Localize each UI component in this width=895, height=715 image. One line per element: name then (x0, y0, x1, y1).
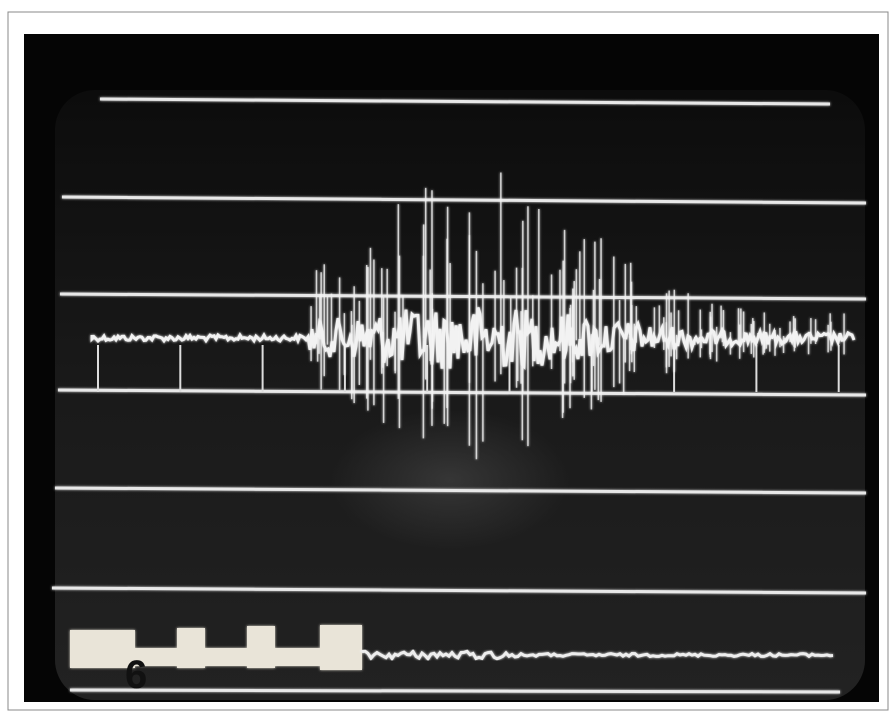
pulse-block (205, 648, 247, 666)
waveform-line (90, 307, 856, 371)
graticule-line (51, 586, 867, 595)
graticule-line (69, 688, 841, 694)
graticule-line (57, 388, 867, 397)
screen-glare (330, 410, 570, 550)
graticule (51, 97, 867, 694)
graticule-line (99, 97, 831, 106)
pulse-block (320, 625, 362, 670)
pulse-block (275, 648, 320, 666)
pulse-block (177, 628, 205, 668)
pulse-block (247, 626, 275, 668)
waveform-trace (90, 172, 856, 460)
screen-face (55, 90, 865, 700)
pulse-block (70, 630, 135, 668)
pulse-tail (360, 648, 834, 662)
screen-label: 6 (125, 653, 147, 697)
graticule-line (54, 486, 867, 495)
graticule-line (61, 195, 867, 205)
pulse-trace (70, 625, 362, 670)
graticule-line (59, 292, 867, 301)
pulse-block (135, 648, 177, 666)
